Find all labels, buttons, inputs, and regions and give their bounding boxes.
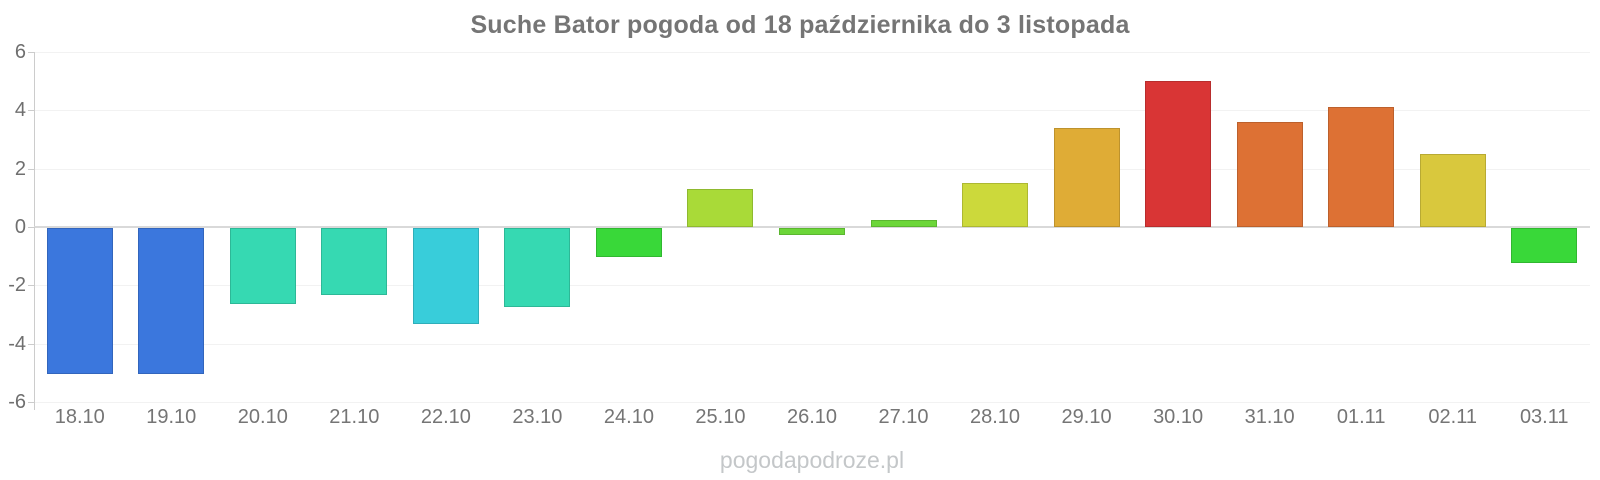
bar-30.10 [1145,81,1212,227]
x-label-02.11: 02.11 [1428,406,1477,428]
y-tick-label: -6 [8,391,26,413]
y-tick-mark [28,52,35,53]
bar-26.10 [779,228,845,236]
bar-27.10 [870,219,937,227]
bar-18.10 [46,228,113,374]
y-tick-label: 6 [14,41,26,63]
y-gridline [34,110,1590,112]
watermark: pogodapodroze.pl [719,447,905,473]
y-gridline [34,402,1590,403]
bar-01.11 [1328,107,1395,227]
y-gridline [34,52,1590,53]
bar-29.10 [1053,127,1120,227]
y-tick-mark [28,402,35,403]
y-tick-mark [28,285,35,287]
zero-line [34,226,1590,228]
x-label-18.10: 18.10 [54,406,105,428]
bar-03.11 [1511,228,1578,263]
y-tick-label: -2 [8,274,26,297]
y-gridline [34,168,1590,170]
bar-28.10 [962,183,1029,227]
y-tick-mark [28,343,35,345]
bar-02.11 [1419,154,1486,227]
bar-31.10 [1236,122,1303,227]
plot-area [34,52,1590,403]
x-label-31.10: 31.10 [1244,406,1295,428]
x-label-21.10: 21.10 [329,406,380,428]
x-label-25.10: 25.10 [695,406,746,428]
x-label-26.10: 26.10 [786,406,838,428]
bar-25.10 [687,189,754,227]
bar-19.10 [138,228,205,374]
x-label-28.10: 28.10 [970,406,1021,428]
y-tick-label: 4 [14,99,26,122]
x-label-30.10: 30.10 [1153,406,1204,428]
y-tick-mark [28,110,35,112]
y-tick-mark [28,227,35,228]
y-tick-label: -4 [8,332,26,355]
y-gridline [34,343,1590,345]
y-tick-label: 0 [14,216,26,238]
bar-20.10 [229,228,296,304]
y-axis-line [34,52,35,410]
y-tick-label: 2 [14,157,26,180]
chart-title: Suche Bator pogoda od 18 października do… [470,11,1130,39]
x-label-23.10: 23.10 [512,406,563,428]
x-label-20.10: 20.10 [237,406,288,428]
x-label-24.10: 24.10 [603,406,654,428]
bar-23.10 [504,228,571,307]
y-tick-mark [28,168,35,170]
x-label-22.10: 22.10 [420,406,471,428]
x-label-29.10: 29.10 [1061,406,1112,428]
bar-22.10 [412,228,479,325]
x-label-01.11: 01.11 [1336,406,1386,428]
x-label-19.10: 19.10 [146,406,197,428]
x-label-27.10: 27.10 [878,406,929,428]
x-label-03.11: 03.11 [1519,406,1569,428]
bar-21.10 [321,228,388,296]
bar-24.10 [595,228,662,258]
y-gridline [34,285,1590,287]
